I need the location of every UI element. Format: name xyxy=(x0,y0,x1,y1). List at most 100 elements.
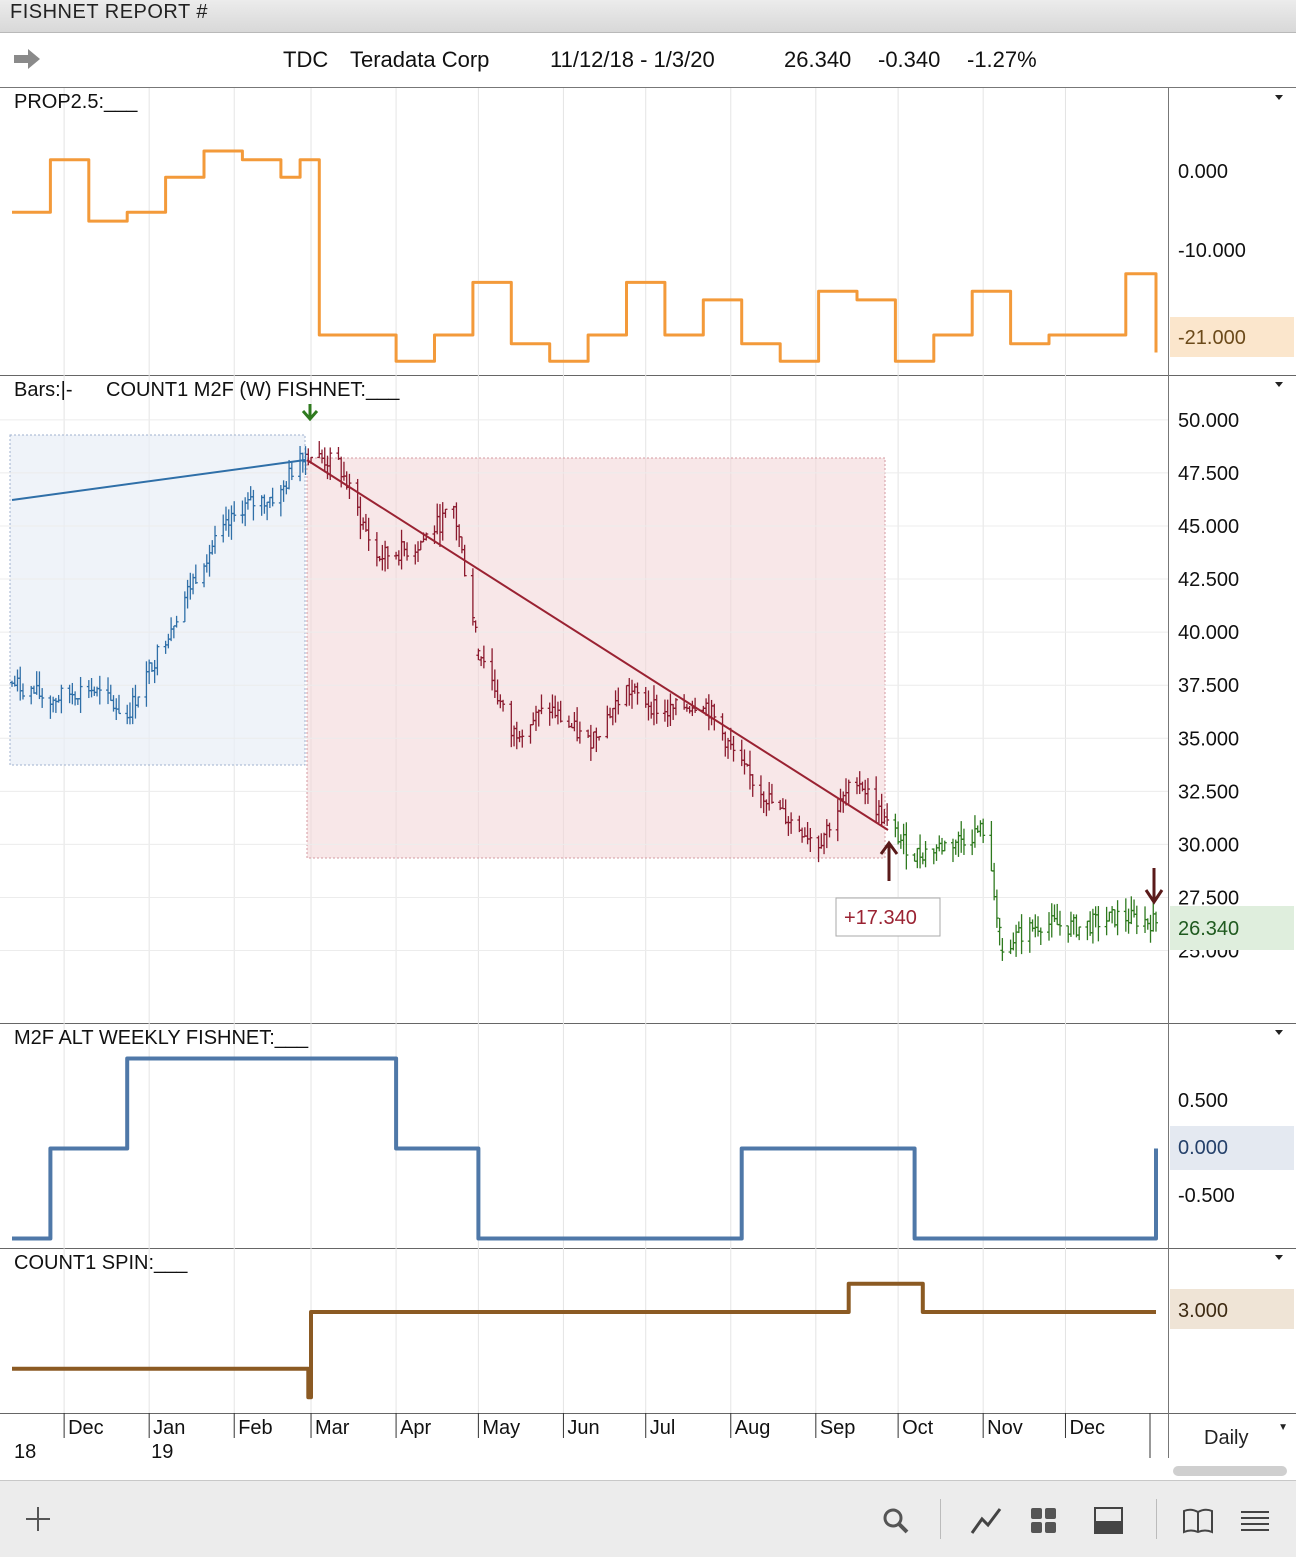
prop-panel-label: PROP2.5:___ xyxy=(14,91,138,113)
price-bar xyxy=(1096,906,1101,942)
price-bar xyxy=(808,827,813,852)
price-tick-label: 35.000 xyxy=(1178,728,1239,750)
month-label: May xyxy=(482,1417,520,1439)
price-tick-label: 42.500 xyxy=(1178,569,1239,591)
price-bar xyxy=(1052,904,1057,923)
price-bar xyxy=(992,862,997,901)
price-bar xyxy=(40,688,45,708)
year-label: 19 xyxy=(151,1441,173,1463)
time-axis[interactable]: Dec Jan Feb Mar Apr May Jun Jul Aug Sep Oct Nov Dec 1… xyxy=(14,1413,1151,1463)
price-bar xyxy=(654,694,659,724)
alt-series-line xyxy=(12,1056,1158,1241)
price-bar xyxy=(915,847,920,869)
menu-icon[interactable] xyxy=(1240,1509,1270,1533)
price-bar xyxy=(577,721,582,744)
prop-panel-menu-icon[interactable] xyxy=(1275,95,1283,100)
price-bar xyxy=(731,735,736,762)
price-change: -0.340 xyxy=(878,47,941,72)
price-bar xyxy=(1030,919,1035,932)
grid-layout-icon[interactable] xyxy=(1030,1507,1058,1535)
price-panel-menu-icon[interactable] xyxy=(1275,382,1283,387)
price-bar xyxy=(251,489,256,521)
price-bar xyxy=(950,838,955,863)
book-icon[interactable] xyxy=(1182,1507,1214,1535)
price-bar xyxy=(1074,914,1079,938)
price-bar xyxy=(558,700,563,723)
month-label: Mar xyxy=(315,1417,350,1439)
price-bar xyxy=(1033,914,1038,938)
price-bar xyxy=(997,917,1002,946)
price-bar xyxy=(270,487,275,507)
price-bar xyxy=(213,525,218,554)
price-bar xyxy=(1000,938,1005,961)
price-bar xyxy=(904,822,909,870)
bars-label: Bars:|- xyxy=(14,379,73,401)
spin-panel-menu-icon[interactable] xyxy=(1275,1255,1283,1260)
price-bar xyxy=(1093,906,1098,928)
price-bar xyxy=(1055,903,1060,926)
price-bar xyxy=(912,853,917,862)
trade-profit-label: +17.340 xyxy=(844,907,917,929)
price-bar xyxy=(978,820,983,837)
alt-current-badge xyxy=(1170,1126,1294,1170)
price-bar xyxy=(923,841,928,868)
price-bar xyxy=(994,889,999,928)
sell-arrow-icon xyxy=(1144,868,1164,905)
price-bar xyxy=(846,779,851,804)
chart-area[interactable]: PROP2.5:___ 0.000 -10.000 -21.000 50.000… xyxy=(0,88,1296,1478)
price-tick-label: 50.000 xyxy=(1178,410,1239,432)
price-bar xyxy=(476,648,481,661)
search-icon[interactable] xyxy=(882,1507,910,1535)
price-bar xyxy=(443,508,448,518)
price-bar xyxy=(174,615,179,628)
price-bar xyxy=(898,834,903,849)
buy-arrow-icon xyxy=(301,404,319,422)
month-label: Sep xyxy=(820,1417,856,1439)
price-bar xyxy=(289,461,294,481)
price-bar xyxy=(405,542,410,561)
price-bar xyxy=(827,822,832,838)
arrow-right-icon[interactable] xyxy=(12,47,42,71)
prop-panel: PROP2.5:___ 0.000 -10.000 -21.000 xyxy=(12,91,1294,363)
price-bar xyxy=(769,783,774,804)
price-current-badge xyxy=(1170,906,1294,950)
price-bar xyxy=(940,837,945,855)
prop-current-value: -21.000 xyxy=(1178,327,1246,349)
month-label: Nov xyxy=(987,1417,1023,1439)
price-bar xyxy=(885,803,890,826)
price-bar xyxy=(520,729,525,748)
price-bar xyxy=(1148,914,1153,943)
price-bar xyxy=(918,834,923,869)
study-label: COUNT1 M2F (W) FISHNET:___ xyxy=(106,379,400,401)
price-bar xyxy=(193,564,198,584)
price-bars xyxy=(10,441,1158,961)
price-bar xyxy=(1107,911,1112,922)
panel-layout-icon[interactable] xyxy=(1094,1507,1124,1535)
exit-arrow-icon xyxy=(879,840,899,881)
price-bar xyxy=(232,501,237,522)
price-bar xyxy=(981,818,986,843)
interval-select[interactable]: Daily ▼ xyxy=(1170,1418,1296,1458)
horizontal-scrollbar[interactable] xyxy=(1173,1466,1287,1476)
price-bar xyxy=(635,682,640,705)
price-bar xyxy=(1110,906,1115,924)
month-label: Aug xyxy=(735,1417,771,1439)
price-bar xyxy=(920,852,925,865)
down-wave-box xyxy=(306,457,886,859)
month-label: Jul xyxy=(650,1417,676,1439)
price-bar xyxy=(750,774,755,797)
alt-tick: -0.500 xyxy=(1178,1185,1235,1207)
price-current-value: 26.340 xyxy=(1178,918,1239,940)
month-label: Oct xyxy=(902,1417,934,1439)
price-bar xyxy=(473,620,478,633)
price-bar xyxy=(366,517,371,551)
line-chart-icon[interactable] xyxy=(970,1507,1002,1535)
spin-panel: COUNT1 SPIN:___ 3.000 xyxy=(12,1252,1294,1400)
price-bar xyxy=(155,644,160,676)
trade-profit-box xyxy=(835,897,941,937)
price-tick-label: 45.000 xyxy=(1178,516,1239,538)
alt-panel-menu-icon[interactable] xyxy=(1275,1030,1283,1035)
price-bar xyxy=(470,568,475,626)
add-icon[interactable] xyxy=(24,1505,52,1533)
date-range: 11/12/18 - 1/3/20 xyxy=(550,47,715,72)
